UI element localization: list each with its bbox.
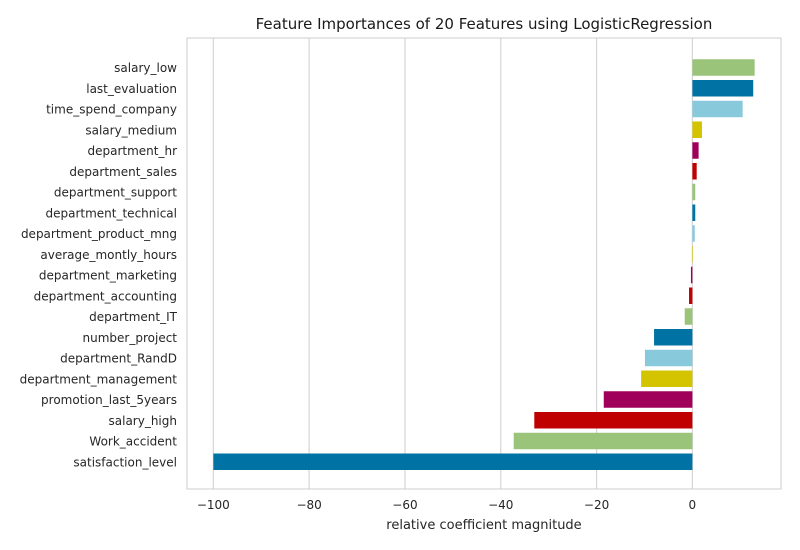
y-tick-label: time_spend_company	[46, 103, 177, 117]
bar-satisfaction-level	[213, 453, 693, 470]
x-tick-label: 0	[689, 498, 697, 512]
bar-department-accounting	[689, 287, 693, 304]
bar-department-management	[641, 370, 693, 387]
y-tick-label: salary_low	[114, 61, 177, 75]
y-tick-label: last_evaluation	[86, 82, 177, 96]
bar-department-it	[684, 308, 693, 325]
y-tick-label: department_hr	[87, 144, 177, 158]
y-tick-label: satisfaction_level	[73, 455, 177, 469]
bar-department-hr	[692, 142, 699, 159]
x-tick-label: −80	[296, 498, 321, 512]
x-axis-ticks: −100 −80 −60 −40 −20 0	[197, 498, 696, 512]
y-tick-label: department_accounting	[34, 289, 177, 303]
bar-last-evaluation	[692, 80, 754, 97]
y-tick-label: department_technical	[45, 206, 177, 220]
y-tick-label: department_support	[54, 186, 177, 200]
y-tick-label: salary_medium	[85, 123, 177, 137]
y-tick-label: average_montly_hours	[40, 248, 177, 262]
y-tick-label: department_sales	[69, 165, 177, 179]
y-tick-label: salary_high	[109, 414, 178, 428]
bar-department-sales	[692, 163, 697, 180]
x-tick-label: −40	[488, 498, 513, 512]
bar-number-project	[654, 329, 693, 346]
y-tick-label: promotion_last_5years	[41, 393, 177, 407]
y-tick-label: department_management	[20, 372, 178, 386]
bar-department-marketing	[690, 266, 693, 284]
bar-salary-medium	[692, 121, 702, 138]
y-tick-label: department_IT	[89, 310, 178, 324]
y-tick-label: department_product_mng	[21, 227, 177, 241]
x-axis-label: relative coefficient magnitude	[386, 518, 581, 533]
y-tick-label: number_project	[83, 331, 178, 345]
bar-department-product-mng	[692, 225, 695, 242]
x-tick-label: −60	[392, 498, 417, 512]
bar-time-spend-company	[692, 100, 743, 118]
bar-salary-high	[534, 412, 693, 429]
bar-work-accident	[513, 432, 693, 450]
bar-average-montly-hours	[692, 246, 693, 263]
chart-title: Feature Importances of 20 Features using…	[256, 15, 713, 33]
bar-salary-low	[692, 59, 755, 76]
bars	[213, 59, 755, 470]
x-tick-label: −100	[197, 498, 230, 512]
bar-department-randd	[644, 349, 693, 367]
plot-frame	[186, 37, 782, 490]
bar-department-technical	[692, 204, 696, 221]
bar-department-support	[692, 183, 696, 201]
y-axis-labels: salary_low last_evaluation time_spend_comp…	[20, 61, 178, 469]
bar-promotion-last-5years	[603, 391, 693, 408]
y-tick-label: department_marketing	[39, 269, 177, 283]
x-tick-label: −20	[584, 498, 609, 512]
y-tick-label: department_RandD	[60, 352, 177, 366]
y-tick-label: Work_accident	[89, 435, 177, 449]
